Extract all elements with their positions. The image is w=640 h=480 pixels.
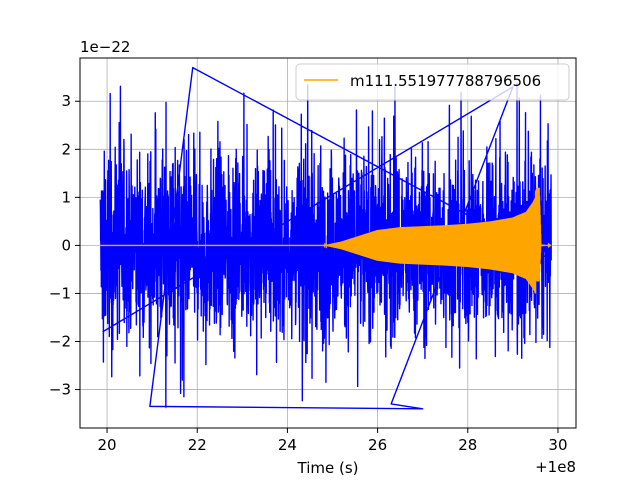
y-axis-ticks: −3 −2 −1 0 1 2 3 [49, 92, 80, 399]
template-series-line [100, 187, 552, 294]
template-line [100, 187, 552, 294]
legend-box [295, 63, 570, 101]
y-tick-label: 3 [61, 92, 71, 110]
x-axis-ticks: 20 22 24 26 28 30 [98, 428, 568, 454]
x-tick-label: 22 [188, 436, 207, 454]
legend-entry-template: m111.551977788796506 [350, 72, 541, 90]
legend: m111.551977788796506 [295, 63, 570, 101]
plot-frame [79, 57, 577, 429]
x-offset-label: +1e8 [535, 458, 576, 476]
y-scale-label: 1e−22 [80, 38, 130, 56]
x-tick-label: 30 [548, 436, 567, 454]
x-axis-label: Time (s) [297, 459, 359, 477]
y-tick-label: 1 [61, 188, 71, 206]
x-tick-label: 28 [458, 436, 477, 454]
x-tick-label: 20 [98, 436, 117, 454]
y-tick-label: −2 [49, 333, 71, 351]
noise-series-line [99, 66, 552, 410]
x-tick-label: 24 [278, 436, 297, 454]
y-tick-label: 2 [61, 140, 71, 158]
y-tick-label: −1 [49, 284, 71, 302]
x-tick-label: 26 [368, 436, 387, 454]
y-tick-label: 0 [61, 236, 71, 254]
noise-line [99, 66, 552, 410]
y-tick-label: −3 [49, 381, 71, 399]
